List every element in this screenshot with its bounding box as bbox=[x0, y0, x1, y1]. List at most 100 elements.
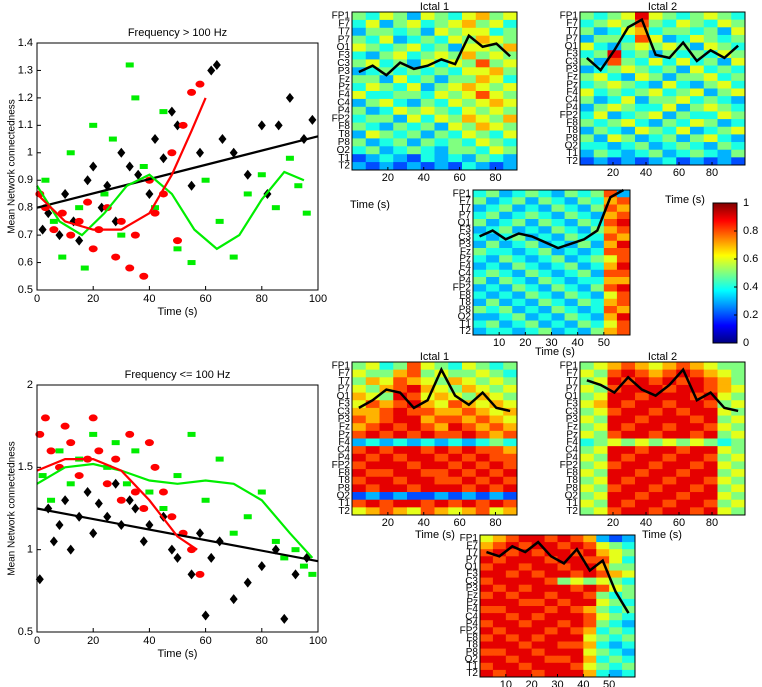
heatmap-cell bbox=[505, 549, 520, 557]
heatmap-cell bbox=[593, 34, 608, 43]
point bbox=[139, 272, 149, 280]
heatmap-cell bbox=[593, 369, 608, 378]
axes-frame bbox=[36, 384, 319, 633]
heatmap-cell bbox=[434, 67, 449, 76]
channel-label: C3 bbox=[458, 232, 471, 243]
heatmap-cell bbox=[662, 19, 677, 28]
heatmap-cell bbox=[609, 634, 623, 642]
heatmap-cell bbox=[577, 306, 592, 314]
heatmap-cell bbox=[379, 461, 394, 470]
point bbox=[117, 232, 126, 238]
heatmap-cell bbox=[407, 59, 422, 68]
heatmap-cell bbox=[420, 377, 435, 386]
x-tick-label: 30 bbox=[551, 679, 563, 687]
heatmap-cell bbox=[475, 492, 490, 501]
point bbox=[145, 489, 154, 495]
heatmap-cell bbox=[365, 392, 380, 401]
heatmap-cell bbox=[590, 248, 605, 256]
heatmap-cell bbox=[717, 362, 732, 371]
heatmap-cell bbox=[365, 507, 380, 516]
heatmap-cell bbox=[551, 306, 565, 314]
heatmap-cell bbox=[703, 377, 718, 386]
heatmap-cell bbox=[407, 469, 422, 478]
heatmap-cell bbox=[448, 461, 463, 470]
point bbox=[173, 120, 182, 131]
heatmap-cell bbox=[621, 430, 636, 439]
heatmap-cell bbox=[379, 83, 394, 92]
heatmap-cell bbox=[648, 446, 663, 455]
chart-title: Frequency > 100 Hz bbox=[128, 27, 227, 39]
heatmap-cell bbox=[603, 262, 618, 271]
heatmap-cell bbox=[475, 469, 490, 478]
heatmap-cell bbox=[505, 662, 520, 671]
heatmap-cell bbox=[593, 142, 608, 151]
point bbox=[243, 577, 252, 588]
heatmap-cell bbox=[676, 492, 691, 501]
heatmap-cell bbox=[379, 51, 394, 60]
heatmap-cell bbox=[518, 641, 533, 649]
point bbox=[66, 481, 75, 487]
heatmap-cell bbox=[420, 59, 435, 68]
channel-label: P3 bbox=[566, 414, 579, 425]
heatmap-cell bbox=[407, 415, 422, 424]
heatmap-cell bbox=[583, 620, 597, 628]
heatmap-title: Ictal 2 bbox=[648, 1, 677, 13]
heatmap-cell bbox=[475, 507, 490, 516]
heatmap-cell bbox=[538, 255, 552, 263]
heatmap-cell bbox=[544, 641, 558, 649]
fit-line bbox=[36, 462, 314, 559]
channel-label: FP1 bbox=[332, 360, 351, 371]
heatmap-cell bbox=[717, 415, 732, 424]
heatmap-cell bbox=[590, 255, 605, 263]
heatmap-cell bbox=[621, 453, 636, 462]
heatmap-cell bbox=[407, 430, 422, 439]
heatmap-cell bbox=[499, 190, 513, 198]
heatmap-cell bbox=[503, 392, 518, 401]
heatmap-cell bbox=[512, 277, 526, 285]
heatmap-cell bbox=[462, 423, 477, 432]
heatmap-cell bbox=[473, 269, 487, 278]
heatmap-cell bbox=[676, 126, 691, 135]
point bbox=[94, 498, 103, 509]
channel-label: Fz bbox=[467, 590, 478, 601]
heatmap-cell bbox=[503, 384, 518, 393]
heatmap-cell bbox=[525, 197, 539, 205]
heatmap-cell bbox=[717, 499, 732, 508]
heatmap-cell bbox=[434, 75, 449, 84]
heatmap-cell bbox=[489, 484, 504, 493]
heatmap-cell bbox=[475, 362, 490, 371]
heatmap-cell bbox=[499, 298, 513, 307]
heatmap-cell bbox=[393, 446, 408, 455]
heatmap-cell bbox=[564, 248, 579, 256]
heatmap-cell bbox=[352, 91, 367, 100]
heatmap-cell bbox=[580, 415, 595, 424]
heatmap-cell bbox=[622, 669, 636, 678]
heatmap-cell bbox=[731, 377, 746, 386]
heatmap-cell bbox=[690, 415, 705, 424]
heatmap-cell bbox=[486, 327, 500, 336]
channel-label: T8 bbox=[566, 125, 578, 136]
heatmap-cell bbox=[448, 43, 463, 52]
heatmap-cell bbox=[676, 111, 691, 120]
heatmap-cell bbox=[489, 446, 504, 455]
heatmap-cell bbox=[420, 138, 435, 147]
channel-label: Pz bbox=[459, 254, 471, 265]
heatmap-cell bbox=[583, 591, 597, 600]
heatmap-cell bbox=[662, 65, 677, 74]
channel-label: F4 bbox=[338, 437, 350, 448]
heatmap-cell bbox=[607, 103, 622, 112]
heatmap-cell bbox=[462, 122, 477, 131]
heatmap-cell bbox=[434, 98, 449, 108]
heatmap-cell bbox=[503, 476, 518, 485]
heatmap-cell bbox=[635, 34, 650, 43]
heatmap-cell bbox=[731, 12, 746, 21]
heatmap-cell bbox=[676, 407, 691, 416]
heatmap-cell bbox=[635, 126, 650, 135]
channel-label: C3 bbox=[565, 56, 578, 67]
heatmap-cell bbox=[420, 430, 435, 439]
heatmap-cell bbox=[489, 461, 504, 470]
channel-label: O1 bbox=[337, 391, 351, 402]
heatmap-cell bbox=[580, 446, 595, 455]
heatmap-cell bbox=[475, 19, 490, 29]
heatmap-cell bbox=[583, 584, 597, 593]
